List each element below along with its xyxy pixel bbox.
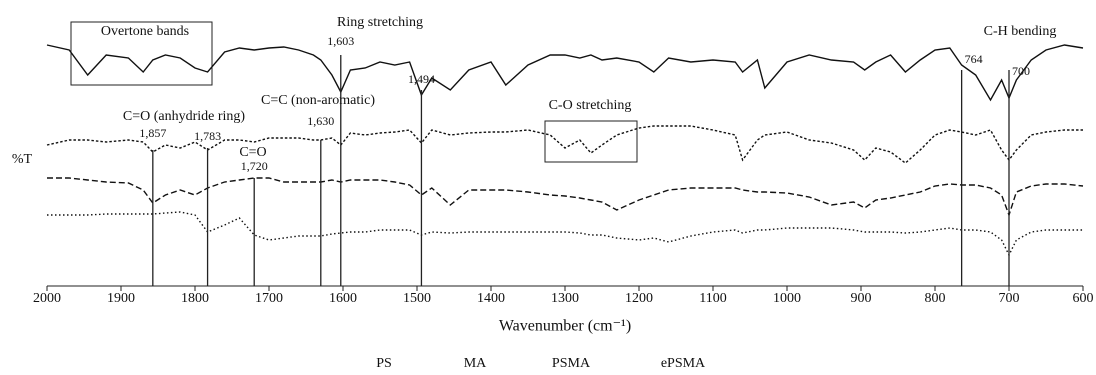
peak-label: 764 bbox=[965, 52, 983, 66]
x-tick-label: 800 bbox=[925, 291, 946, 306]
annotation: C=O (anhydride ring) bbox=[123, 109, 246, 124]
spectrum-line bbox=[47, 177, 1084, 218]
legend-label: PS bbox=[376, 356, 392, 371]
co-stretch-box bbox=[544, 120, 638, 163]
x-axis-label: Wavenumber (cm⁻¹) bbox=[499, 318, 631, 335]
spectrum-line bbox=[47, 211, 1083, 257]
peak-label: 1,720 bbox=[241, 159, 268, 173]
annotation: Overtone bands bbox=[101, 24, 189, 39]
peak-label: 1,783 bbox=[194, 129, 221, 143]
x-tick-label: 1400 bbox=[477, 291, 505, 306]
peak-label: 1,494 bbox=[408, 72, 435, 86]
x-tick-label: 1000 bbox=[773, 291, 801, 306]
annotation: C-O stretching bbox=[549, 98, 632, 113]
peak-label: 700 bbox=[1012, 64, 1030, 78]
spectrum-line bbox=[46, 44, 1084, 102]
y-axis-label: %T bbox=[12, 152, 33, 167]
legend-label: ePSMA bbox=[661, 356, 706, 371]
legend-label: PSMA bbox=[552, 356, 591, 371]
x-tick-label: 2000 bbox=[33, 291, 61, 306]
annotation: Ring stretching bbox=[337, 15, 423, 30]
x-tick-label: 1600 bbox=[329, 291, 357, 306]
x-tick-label: 600 bbox=[1073, 291, 1094, 306]
x-tick-label: 1100 bbox=[699, 291, 726, 306]
x-tick-label: 900 bbox=[851, 291, 872, 306]
peak-label: 1,630 bbox=[307, 114, 334, 128]
annotation: C=C (non-aromatic) bbox=[261, 93, 375, 108]
x-tick-label: 1200 bbox=[625, 291, 653, 306]
x-tick-label: 1900 bbox=[107, 291, 135, 306]
x-tick-label: 1800 bbox=[181, 291, 209, 306]
legend-label: MA bbox=[464, 356, 487, 371]
annotation: C-H bending bbox=[984, 24, 1057, 39]
peak-label: 1,603 bbox=[327, 34, 354, 48]
peak-label: 1,857 bbox=[139, 126, 166, 140]
annotation: C=O bbox=[239, 145, 266, 160]
spectrum-line bbox=[46, 125, 1083, 164]
x-tick-label: 1700 bbox=[255, 291, 283, 306]
x-tick-label: 1500 bbox=[403, 291, 431, 306]
x-tick-label: 700 bbox=[999, 291, 1020, 306]
x-tick-label: 1300 bbox=[551, 291, 579, 306]
